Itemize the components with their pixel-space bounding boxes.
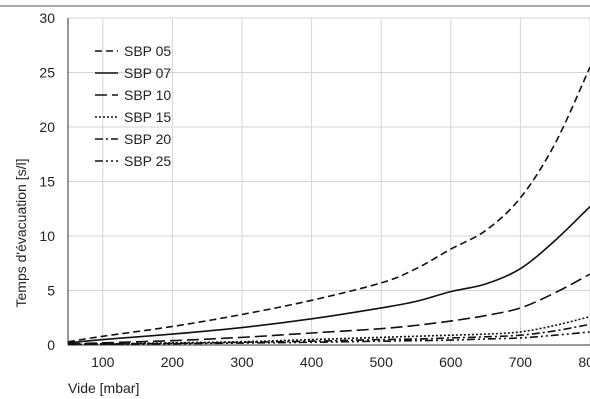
x-tick-label: 300 — [230, 354, 254, 370]
series-line-sbp-25 — [67, 331, 590, 346]
x-tick-label: 200 — [161, 354, 185, 370]
legend-label-sbp-20: SBP 20 — [124, 131, 171, 147]
x-tick-label: 800 — [578, 354, 590, 370]
grid — [67, 17, 590, 346]
series-line-sbp-07 — [67, 205, 590, 344]
x-axis-label: Vide [mbar] — [68, 380, 139, 396]
y-tick-label: 30 — [39, 10, 55, 26]
y-tick-label: 15 — [39, 174, 55, 190]
legend-label-sbp-10: SBP 10 — [124, 87, 171, 103]
legend-label-sbp-25: SBP 25 — [124, 153, 171, 169]
x-tick-label: 500 — [370, 354, 394, 370]
series-line-sbp-10 — [67, 273, 590, 345]
x-tick-label: 400 — [300, 354, 324, 370]
x-tick-label: 100 — [91, 354, 115, 370]
legend: SBP 05 SBP 07 SBP 10 SBP 15 SBP 20 SBP 25 — [95, 43, 171, 169]
y-axis-label: Temps d'évacuation [s/l] — [13, 159, 29, 308]
series-lines — [67, 66, 590, 346]
y-tick-label: 25 — [39, 65, 55, 81]
y-tick-label: 0 — [47, 337, 55, 353]
series-line-sbp-05 — [67, 66, 590, 343]
x-tick-label: 600 — [439, 354, 463, 370]
legend-label-sbp-05: SBP 05 — [124, 43, 171, 59]
y-tick-label: 5 — [47, 283, 55, 299]
legend-label-sbp-07: SBP 07 — [124, 65, 171, 81]
y-tick-label: 20 — [39, 119, 55, 135]
y-tick-label: 10 — [39, 228, 55, 244]
tick-labels: 0 5 10 15 20 25 30 100 200 300 400 500 600 700 800 — [39, 10, 590, 370]
x-tick-label: 700 — [509, 354, 533, 370]
legend-label-sbp-15: SBP 15 — [124, 109, 171, 125]
